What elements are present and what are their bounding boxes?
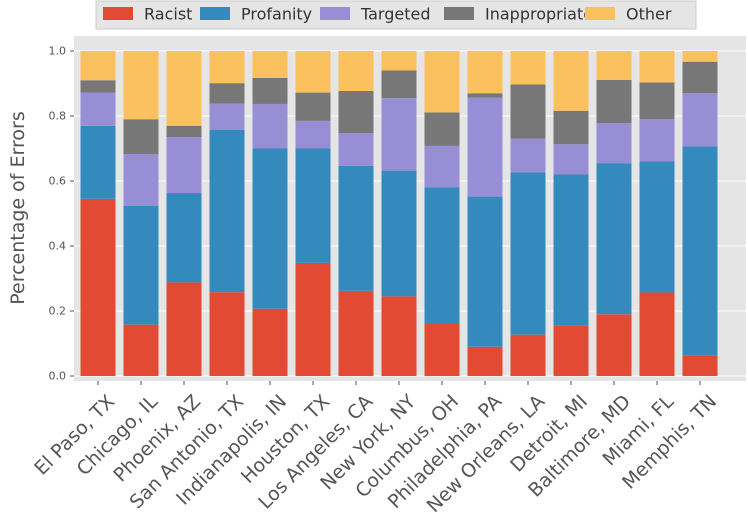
- bar-racist: [467, 346, 503, 376]
- bar-racist: [682, 355, 718, 376]
- bar-inappropriate: [295, 92, 331, 121]
- legend-label: Other: [626, 5, 672, 24]
- bar-inappropriate: [467, 93, 503, 98]
- bar-racist: [381, 296, 417, 376]
- legend-swatch: [200, 7, 230, 20]
- legend-swatch: [585, 7, 615, 20]
- bar-racist: [209, 292, 245, 376]
- bar-inappropriate: [510, 84, 546, 139]
- bar-targeted: [80, 92, 116, 126]
- legend: Racist Profanity Targeted Inappropriate Othe…: [95, 0, 697, 30]
- bar-profanity: [682, 146, 718, 356]
- legend-label: Racist: [144, 5, 192, 24]
- legend-swatch: [320, 7, 350, 20]
- bar-other: [510, 51, 546, 85]
- bar-inappropriate: [166, 125, 202, 138]
- bar-inappropriate: [338, 90, 374, 134]
- bar-targeted: [338, 133, 374, 166]
- bar-profanity: [596, 163, 632, 315]
- bar-other: [467, 51, 503, 94]
- bar-other: [338, 51, 374, 91]
- bar-other: [381, 51, 417, 71]
- bar-other: [682, 51, 718, 62]
- bar-profanity: [553, 174, 589, 326]
- bar-inappropriate: [596, 79, 632, 124]
- bar-other: [639, 51, 675, 83]
- bar-inappropriate: [639, 82, 675, 120]
- bar-targeted: [295, 120, 331, 149]
- bar-inappropriate: [381, 70, 417, 99]
- bar-racist: [553, 325, 589, 376]
- bar-profanity: [338, 165, 374, 291]
- y-axis: 0.0 0.2 0.4 0.6 0.8 1.0: [49, 45, 74, 383]
- bar-inappropriate: [80, 80, 116, 93]
- bar-racist: [639, 292, 675, 376]
- bar-profanity: [639, 161, 675, 293]
- bar-racist: [166, 282, 202, 376]
- bar-targeted: [639, 119, 675, 162]
- bar-other: [252, 51, 288, 78]
- bar-stacks: [80, 51, 718, 376]
- bar-targeted: [467, 97, 503, 197]
- y-tick-label: 0.8: [49, 110, 67, 123]
- bar-racist: [424, 323, 460, 376]
- bar-profanity: [467, 196, 503, 347]
- y-tick-label: 0.6: [49, 175, 67, 188]
- bar-targeted: [596, 123, 632, 164]
- bar-racist: [80, 198, 116, 376]
- y-tick-label: 0.2: [49, 305, 67, 318]
- bar-inappropriate: [553, 110, 589, 145]
- bar-racist: [338, 290, 374, 376]
- bar-inappropriate: [123, 119, 159, 155]
- bar-racist: [596, 314, 632, 376]
- y-tick-label: 1.0: [49, 45, 67, 58]
- bar-profanity: [295, 148, 331, 263]
- legend-label: Inappropriate: [485, 5, 593, 24]
- bar-inappropriate: [424, 112, 460, 146]
- bar-profanity: [510, 172, 546, 335]
- y-tick-label: 0.0: [49, 370, 67, 383]
- legend-swatch: [103, 7, 133, 20]
- bar-racist: [123, 324, 159, 376]
- legend-swatch: [444, 7, 474, 20]
- bar-profanity: [209, 129, 245, 293]
- bar-other: [295, 51, 331, 93]
- bar-inappropriate: [252, 77, 288, 104]
- bar-targeted: [553, 144, 589, 175]
- y-axis-label: Percentage of Errors: [7, 111, 29, 305]
- bar-racist: [510, 334, 546, 376]
- bar-profanity: [252, 148, 288, 309]
- bar-other: [80, 51, 116, 81]
- bar-targeted: [682, 93, 718, 147]
- y-tick-label: 0.4: [49, 240, 67, 253]
- bar-targeted: [166, 137, 202, 194]
- bar-profanity: [123, 206, 159, 325]
- bar-targeted: [424, 145, 460, 188]
- legend-label: Targeted: [360, 5, 431, 24]
- bar-targeted: [209, 103, 245, 130]
- legend-label: Profanity: [241, 5, 312, 24]
- bar-other: [123, 51, 159, 120]
- bar-targeted: [510, 138, 546, 173]
- bar-other: [424, 51, 460, 113]
- bar-targeted: [381, 98, 417, 171]
- bar-racist: [252, 308, 288, 376]
- bar-other: [209, 51, 245, 84]
- bar-inappropriate: [682, 61, 718, 94]
- bar-racist: [295, 262, 331, 376]
- bar-targeted: [123, 154, 159, 207]
- bar-targeted: [252, 103, 288, 149]
- bar-other: [553, 51, 589, 111]
- bar-profanity: [381, 170, 417, 297]
- bar-profanity: [424, 187, 460, 324]
- bar-profanity: [80, 125, 116, 199]
- bar-profanity: [166, 193, 202, 283]
- bar-inappropriate: [209, 83, 245, 104]
- bar-other: [596, 51, 632, 80]
- bar-other: [166, 51, 202, 126]
